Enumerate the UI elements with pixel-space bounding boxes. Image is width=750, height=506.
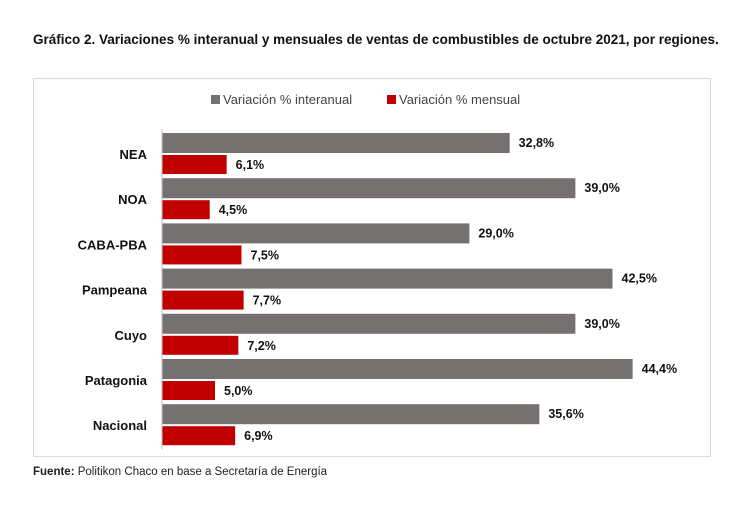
data-label: 6,9% [244,429,273,443]
data-label: 7,5% [251,248,280,262]
bar-interanual [162,223,470,244]
bar-mensual [162,381,215,400]
category-label: NEA [120,147,148,162]
category-label: Pampeana [82,283,148,298]
legend-swatch-1 [387,95,396,104]
data-label: 7,2% [247,339,276,353]
category-label: Nacional [93,418,147,433]
bar-interanual [162,359,633,379]
legend-label-0: Variación % interanual [223,92,352,107]
data-label: 39,0% [584,317,619,331]
category-label: NOA [118,192,148,207]
chart-title: Gráfico 2. Variaciones % interanual y me… [33,32,719,47]
bar-mensual [162,200,210,220]
bar-mensual [162,426,236,446]
bar-interanual [162,178,576,199]
data-label: 44,4% [642,362,677,376]
bar-interanual [162,133,510,153]
data-label: 29,0% [478,226,513,240]
bar-interanual [162,313,576,334]
data-label: 6,1% [236,158,265,172]
bar-mensual [162,245,242,265]
data-label: 5,0% [224,384,253,398]
category-label: Patagonia [85,373,148,388]
legend-swatch-0 [211,95,220,104]
legend-label-1: Variación % mensual [399,92,520,107]
category-label: CABA-PBA [78,237,148,252]
data-label: 32,8% [519,136,554,150]
bar-mensual [162,155,227,174]
data-label: 4,5% [219,203,248,217]
source-note: Fuente: Politikon Chaco en base a Secret… [33,466,327,478]
bar-interanual [162,404,540,425]
category-label: Cuyo [115,328,148,343]
data-label: 39,0% [584,181,619,195]
source-label: Fuente: [33,466,75,478]
bar-interanual [162,268,613,289]
chart-frame [33,78,711,457]
data-label: 42,5% [622,272,657,286]
bar-mensual [162,290,244,310]
bar-mensual [162,335,239,355]
data-label: 35,6% [548,407,583,421]
source-text: Politikon Chaco en base a Secretaría de … [77,466,328,478]
data-label: 7,7% [253,294,282,308]
